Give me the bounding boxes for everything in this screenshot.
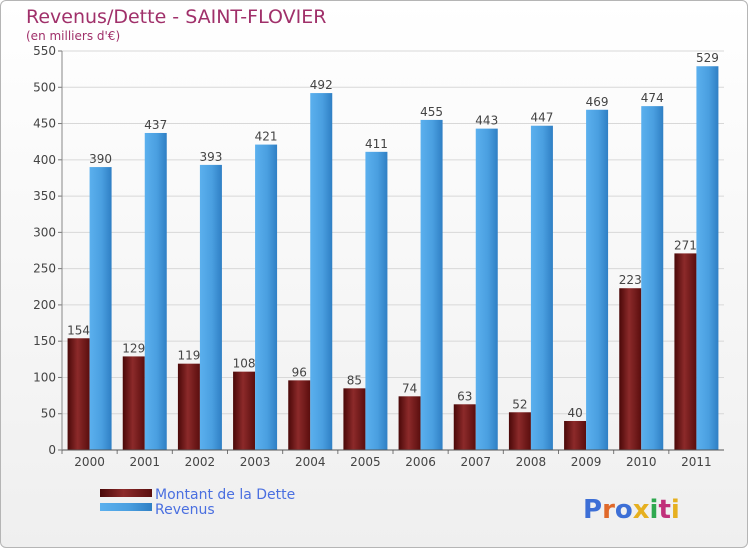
bar-revenus xyxy=(365,151,388,450)
bar-revenus xyxy=(89,167,112,450)
data-label-debt: 119 xyxy=(177,349,200,363)
bar-debt xyxy=(67,338,90,450)
data-label-revenus: 437 xyxy=(144,118,167,132)
x-tick-label: 2008 xyxy=(516,455,547,469)
data-label-revenus: 529 xyxy=(696,51,719,65)
data-label-revenus: 393 xyxy=(199,150,222,164)
data-label-revenus: 474 xyxy=(641,91,664,105)
x-tick-label: 2001 xyxy=(129,455,160,469)
bar-revenus xyxy=(310,93,333,451)
x-tick-label: 2011 xyxy=(681,455,712,469)
logo-letter: t xyxy=(658,495,670,525)
logo-letter: i xyxy=(671,495,680,525)
x-tick-label: 2006 xyxy=(405,455,436,469)
bar-revenus xyxy=(420,119,443,450)
legend-label-revenus: Revenus xyxy=(155,502,215,518)
bar-revenus xyxy=(696,66,719,450)
bar-revenus xyxy=(475,128,498,450)
legend: Montant de la Dette Revenus xyxy=(100,487,295,518)
x-tick-label: 2003 xyxy=(240,455,271,469)
legend-swatch-revenus xyxy=(100,503,152,511)
data-label-debt: 108 xyxy=(233,357,256,371)
chart-subtitle: (en milliers d'€) xyxy=(26,29,120,43)
x-tick-label: 2005 xyxy=(350,455,381,469)
bar-debt xyxy=(122,356,145,450)
bar-debt xyxy=(453,404,476,450)
bar-debt xyxy=(343,388,366,450)
y-tick-label: 150 xyxy=(33,334,56,348)
data-label-debt: 40 xyxy=(567,406,582,420)
bar-debt xyxy=(398,396,421,450)
logo-letter: P xyxy=(583,495,602,525)
y-tick-label: 400 xyxy=(33,153,56,167)
bar-debt xyxy=(674,253,697,450)
data-label-debt: 129 xyxy=(122,341,145,355)
bar-revenus xyxy=(144,132,167,450)
bar-debt xyxy=(619,288,642,450)
bar-revenus xyxy=(530,125,553,451)
y-tick-label: 300 xyxy=(33,225,56,239)
data-label-revenus: 469 xyxy=(586,95,609,109)
data-label-debt: 85 xyxy=(347,373,362,387)
data-label-revenus: 447 xyxy=(530,111,553,125)
bar-debt xyxy=(564,420,587,450)
x-tick-label: 2010 xyxy=(626,455,657,469)
data-label-revenus: 492 xyxy=(310,78,333,92)
data-label-revenus: 390 xyxy=(89,152,112,166)
data-label-revenus: 411 xyxy=(365,137,388,151)
bars xyxy=(67,66,719,451)
y-tick-label: 450 xyxy=(33,117,56,131)
legend-swatch-debt xyxy=(100,489,152,497)
bar-debt xyxy=(233,371,256,450)
data-labels: 154 390 129 437 119 393 108 421 96 492 85 411 74 455 6… xyxy=(67,51,719,420)
bar-debt xyxy=(288,380,311,450)
y-tick-label: 0 xyxy=(48,443,56,457)
x-tick-label: 2004 xyxy=(295,455,326,469)
logo-letter: r xyxy=(602,495,615,525)
x-tick-label: 2009 xyxy=(571,455,602,469)
chart-title: Revenus/Dette - SAINT-FLOVIER xyxy=(26,6,326,28)
logo-letter: o xyxy=(615,495,633,525)
x-tick-label: 2007 xyxy=(460,455,491,469)
y-tick-label: 500 xyxy=(33,80,56,94)
data-label-revenus: 455 xyxy=(420,105,443,119)
data-label-debt: 52 xyxy=(512,397,527,411)
data-label-debt: 63 xyxy=(457,389,472,403)
data-label-revenus: 421 xyxy=(255,130,278,144)
data-label-debt: 223 xyxy=(619,273,642,287)
bar-debt xyxy=(177,363,200,450)
bar-debt xyxy=(508,412,531,450)
y-tick-label: 350 xyxy=(33,189,56,203)
data-label-debt: 271 xyxy=(674,238,697,252)
logo-text: Proxiti xyxy=(583,495,680,525)
bar-revenus xyxy=(641,106,664,450)
y-tick-label: 250 xyxy=(33,262,56,276)
proxiti-logo: Proxiti xyxy=(583,495,680,525)
bar-revenus xyxy=(586,109,609,451)
data-label-revenus: 443 xyxy=(475,114,498,128)
logo-letter: x xyxy=(633,495,650,525)
y-tick-label: 50 xyxy=(41,407,56,421)
x-tick-label: 2002 xyxy=(185,455,216,469)
bar-revenus xyxy=(199,164,222,450)
x-tick-label: 2000 xyxy=(74,455,105,469)
data-label-debt: 154 xyxy=(67,323,90,337)
data-label-debt: 74 xyxy=(402,381,417,395)
y-tick-label: 100 xyxy=(33,370,56,384)
grid-lines xyxy=(62,50,724,415)
y-axis-ticks: 0 50 100 150 200 250 300 350 400 450 500 550 xyxy=(33,44,62,457)
logo-letter: i xyxy=(650,495,659,525)
legend-label-debt: Montant de la Dette xyxy=(155,487,295,503)
data-label-debt: 96 xyxy=(292,365,307,379)
y-tick-label: 200 xyxy=(33,298,56,312)
x-axis-ticks: 2000 2001 2002 2003 2004 2005 2006 2007 2008 2009… xyxy=(61,450,712,469)
bar-revenus xyxy=(255,144,278,451)
y-tick-label: 550 xyxy=(33,44,56,58)
